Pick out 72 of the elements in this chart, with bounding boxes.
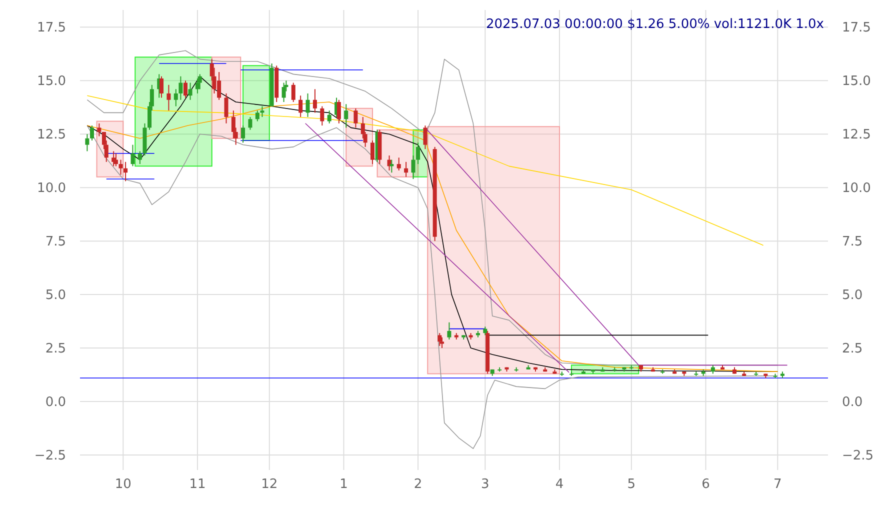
candlestick bbox=[404, 161, 408, 178]
y2-tick-label: 5.0 bbox=[842, 288, 863, 304]
x-tick-label: 4 bbox=[555, 477, 564, 492]
y-tick-label: −2.5 bbox=[34, 448, 66, 464]
candlestick bbox=[411, 154, 416, 180]
candlestick bbox=[166, 84, 171, 112]
candlestick bbox=[370, 140, 374, 165]
candlestick bbox=[312, 88, 317, 114]
candlestick bbox=[344, 104, 348, 128]
y-tick-label: 7.5 bbox=[45, 234, 66, 250]
x-tick-label: 1 bbox=[340, 477, 348, 492]
candlestick bbox=[447, 322, 452, 340]
candlestick bbox=[130, 144, 135, 167]
candlestick bbox=[90, 125, 94, 142]
x-tick-label: 10 bbox=[114, 477, 132, 492]
candlestick bbox=[423, 125, 428, 150]
candlestick bbox=[255, 110, 260, 122]
y2-tick-label: 0.0 bbox=[842, 395, 863, 410]
y-tick-label: 15.0 bbox=[37, 74, 66, 90]
candlestick bbox=[327, 110, 332, 124]
y-tick-label: 17.5 bbox=[37, 20, 66, 36]
candlestick bbox=[224, 92, 228, 124]
y-tick-label: 2.5 bbox=[45, 342, 66, 357]
y-tick-label: 12.5 bbox=[37, 128, 66, 143]
y-tick-label: 5.0 bbox=[45, 288, 66, 304]
candlestick bbox=[298, 95, 303, 118]
candlestick bbox=[118, 159, 123, 176]
y2-tick-label: 7.5 bbox=[842, 234, 863, 250]
candlestick bbox=[416, 142, 420, 165]
candlestick bbox=[124, 161, 128, 182]
line-series bbox=[86, 95, 764, 246]
candlestick bbox=[174, 88, 178, 107]
y-tick-label: 0.0 bbox=[45, 395, 66, 410]
candlestick bbox=[438, 332, 442, 346]
y2-tick-label: 2.5 bbox=[842, 342, 863, 357]
y2-tick-label: 17.5 bbox=[842, 20, 871, 36]
candlestick bbox=[260, 106, 264, 118]
y2-tick-label: −2.5 bbox=[842, 448, 874, 464]
candlestick bbox=[336, 99, 341, 124]
candlestick bbox=[198, 74, 202, 90]
candlestick bbox=[160, 76, 164, 98]
candlestick bbox=[248, 116, 252, 130]
text: 2025.07.03 00:00:00 $1.26 5.00% vol:1121.0K 1.0x bbox=[486, 17, 824, 32]
candlestick bbox=[195, 78, 200, 94]
x-tick-label: 3 bbox=[481, 477, 490, 492]
candlestick bbox=[282, 82, 286, 102]
candlestick bbox=[440, 336, 444, 349]
x-tick-label: 11 bbox=[189, 477, 206, 492]
y2-tick-label: 15.0 bbox=[842, 74, 871, 90]
candlestick bbox=[138, 150, 142, 165]
x-tick-label: 7 bbox=[774, 477, 782, 492]
candlestick bbox=[183, 80, 188, 98]
y2-tick-label: 10.0 bbox=[842, 181, 871, 196]
candlestick bbox=[85, 134, 90, 152]
candlestick bbox=[306, 92, 310, 118]
candlestick bbox=[97, 122, 102, 137]
x-tick-label: 12 bbox=[261, 477, 278, 492]
candlestick bbox=[241, 125, 246, 144]
candlestick bbox=[354, 108, 358, 128]
x-tick-label: 2 bbox=[414, 477, 422, 492]
candlestick bbox=[390, 159, 394, 174]
candlestick bbox=[188, 82, 192, 100]
y2-tick-label: 12.5 bbox=[842, 128, 871, 143]
candlestick bbox=[178, 76, 183, 100]
candlestick bbox=[114, 152, 118, 167]
x-tick-label: 5 bbox=[627, 477, 636, 492]
candlestick bbox=[320, 106, 324, 126]
x-tick-label: 6 bbox=[702, 477, 710, 492]
y-tick-label: 10.0 bbox=[37, 181, 66, 196]
candlestick bbox=[291, 82, 296, 102]
candlestick bbox=[396, 157, 401, 171]
line-series bbox=[86, 125, 778, 450]
